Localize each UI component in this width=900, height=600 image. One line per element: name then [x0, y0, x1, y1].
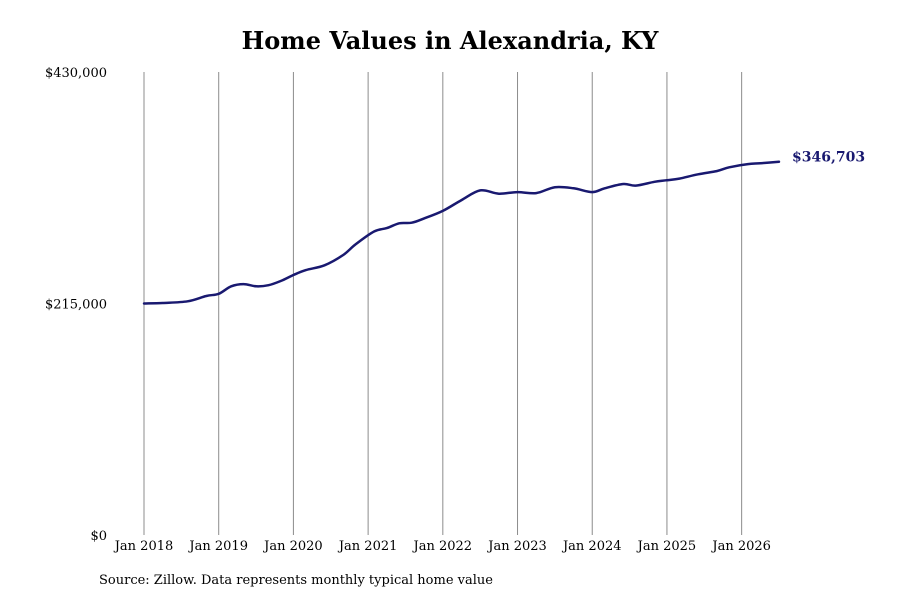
y-tick-label: $0 [90, 529, 107, 544]
grid-lines [143, 72, 743, 535]
home-value-line [142, 160, 781, 305]
source-note: Source: Zillow. Data represents monthly … [99, 573, 493, 588]
x-tick-label: Jan 2026 [710, 539, 771, 554]
y-tick-label: $215,000 [45, 298, 107, 313]
x-tick-label: Jan 2023 [486, 539, 547, 554]
x-tick-label: Jan 2018 [113, 539, 174, 554]
x-tick-label: Jan 2020 [262, 539, 323, 554]
x-tick-label: Jan 2021 [337, 539, 398, 554]
latest-value-label: $346,703 [792, 150, 865, 166]
y-tick-label: $430,000 [45, 66, 107, 81]
x-tick-label: Jan 2019 [187, 539, 248, 554]
x-axis: Jan 2018 Jan 2019 Jan 2020 Jan 2021 Jan 2022… [113, 539, 771, 554]
y-axis: $0 $215,000 $430,000 [45, 66, 107, 544]
x-tick-label: Jan 2024 [561, 539, 622, 554]
x-tick-label: Jan 2022 [412, 539, 473, 554]
x-tick-label: Jan 2025 [636, 539, 697, 554]
chart-title: Home Values in Alexandria, KY [241, 26, 659, 55]
